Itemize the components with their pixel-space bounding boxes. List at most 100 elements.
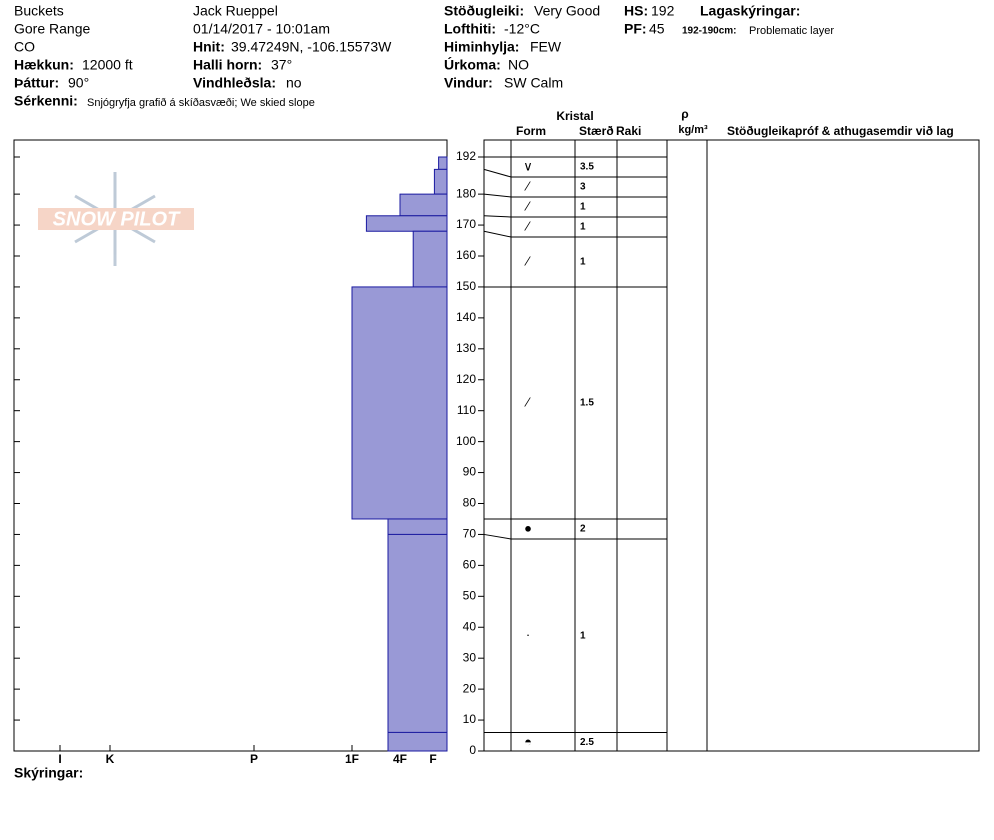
layer-bar [433, 168, 448, 195]
header-cell: Kristal [556, 109, 593, 123]
header-cell: Form [516, 124, 546, 138]
y-tick-label: 110 [457, 403, 476, 417]
value: Snjógryfja grafið á skíðasvæði; We skied… [87, 97, 315, 109]
range: Gore Range [14, 21, 90, 37]
crystal-form: ∨ [523, 158, 533, 173]
y-tick-label: 80 [463, 496, 477, 510]
observer: Jack Rueppel [193, 3, 278, 19]
header: Buckets Gore Range CO Hækkun: 12000 ft Þ… [14, 3, 834, 109]
crystal-size: 2.5 [580, 737, 594, 748]
crystal-size: 2 [580, 524, 586, 535]
y-tick-label: 130 [456, 341, 476, 355]
crystal-size: 1.5 [580, 398, 594, 409]
y-tick-label: 30 [463, 650, 477, 664]
header-cell: kg/m³ [678, 124, 708, 136]
connector [483, 533, 512, 540]
y-tick-label: 140 [456, 310, 476, 324]
y-tick-label: 20 [463, 681, 477, 695]
x-tick-label: P [250, 752, 258, 766]
y-tick-label: 60 [463, 558, 477, 572]
value: Problematic layer [749, 25, 834, 37]
label: Vindur: [444, 75, 493, 91]
label: Úrkoma: [444, 56, 501, 73]
value: 45 [649, 21, 665, 37]
connector [483, 215, 512, 218]
value: 39.47249N, -106.15573W [231, 39, 392, 55]
label: Himinhylja: [444, 39, 519, 55]
y-tick-label: 50 [463, 588, 477, 602]
label: Hækkun: [14, 57, 74, 73]
crystal-form: ⁄ [524, 394, 531, 409]
value: 37° [271, 57, 292, 73]
connector [483, 193, 512, 198]
label: HS: [624, 3, 648, 19]
crystal-size: 1 [580, 630, 586, 641]
crystal-size: 1 [580, 257, 586, 268]
state: CO [14, 39, 35, 55]
logo: SNOW PILOT [38, 172, 194, 266]
layer-bar [351, 286, 448, 520]
connector [483, 168, 512, 178]
layer-bar [387, 518, 448, 535]
crystal-form: ◓ [524, 734, 532, 749]
crystal-form: ⁄ [524, 198, 531, 213]
y-tick-label: 180 [456, 186, 476, 200]
x-tick-label: 1F [345, 752, 359, 766]
header-cell: Stærð [579, 124, 614, 138]
value: NO [508, 57, 529, 73]
crystal-form: ⁄ [524, 178, 531, 193]
connector [483, 230, 512, 238]
layer-bar [412, 230, 448, 288]
layer-bar [365, 215, 448, 232]
label: Lagaskýringar: [700, 3, 800, 19]
crystal-size: 1 [580, 222, 586, 233]
label: Halli horn: [193, 57, 262, 73]
layer-bar [438, 156, 448, 170]
value: 192 [651, 3, 675, 19]
label: Stöðugleiki: [444, 3, 524, 19]
y-tick-label: 120 [456, 372, 476, 386]
layer-bar [387, 533, 448, 733]
table-frame [483, 139, 980, 752]
y-tick-label: 150 [456, 279, 476, 293]
site: Buckets [14, 3, 64, 19]
label: 192-190cm: [682, 26, 736, 37]
x-tick-label: K [106, 752, 115, 766]
layer-bar [387, 731, 448, 752]
y-tick-label: 0 [469, 743, 476, 757]
y-tick-label: 70 [463, 527, 477, 541]
y-tick-label: 192 [456, 149, 476, 163]
crystal-form: ● [524, 520, 532, 535]
crystal-form: · [526, 627, 530, 642]
value: no [286, 75, 302, 91]
x-tick-label: I [58, 752, 61, 766]
value: SW Calm [504, 75, 563, 91]
label: Hnit: [193, 39, 225, 55]
crystal-size: 3 [580, 182, 586, 193]
y-tick-label: 90 [463, 465, 477, 479]
logo-text: SNOW PILOT [53, 208, 181, 230]
y-tick-label: 10 [463, 712, 477, 726]
value: -12°C [504, 21, 540, 37]
footer: Skýringar: [14, 765, 83, 781]
value: FEW [530, 39, 562, 55]
y-tick-label: 160 [456, 248, 476, 262]
value: Very Good [534, 3, 600, 19]
crystal-size: 3.5 [580, 162, 594, 173]
header-cell: Raki [616, 124, 641, 138]
crystal-size: 1 [580, 202, 586, 213]
value: 90° [68, 75, 89, 91]
label: Þáttur: [14, 75, 59, 91]
y-tick-label: 170 [456, 217, 476, 231]
crystal-form: ⁄ [524, 253, 531, 268]
frames [13, 139, 980, 752]
datetime: 01/14/2017 - 10:01am [193, 21, 330, 37]
label: Lofthiti: [444, 21, 496, 37]
label: Sérkenni: [14, 93, 78, 109]
label: Vindhleðsla: [193, 75, 276, 91]
crystal-form: ⁄ [524, 218, 531, 233]
header-cell: Stöðugleikapróf & athugasemdir við lag [727, 124, 954, 138]
x-tick-label: 4F [393, 752, 407, 766]
table-header: Kristal Form Stærð Raki ρ kg/m³ Stöðugle… [516, 107, 954, 138]
